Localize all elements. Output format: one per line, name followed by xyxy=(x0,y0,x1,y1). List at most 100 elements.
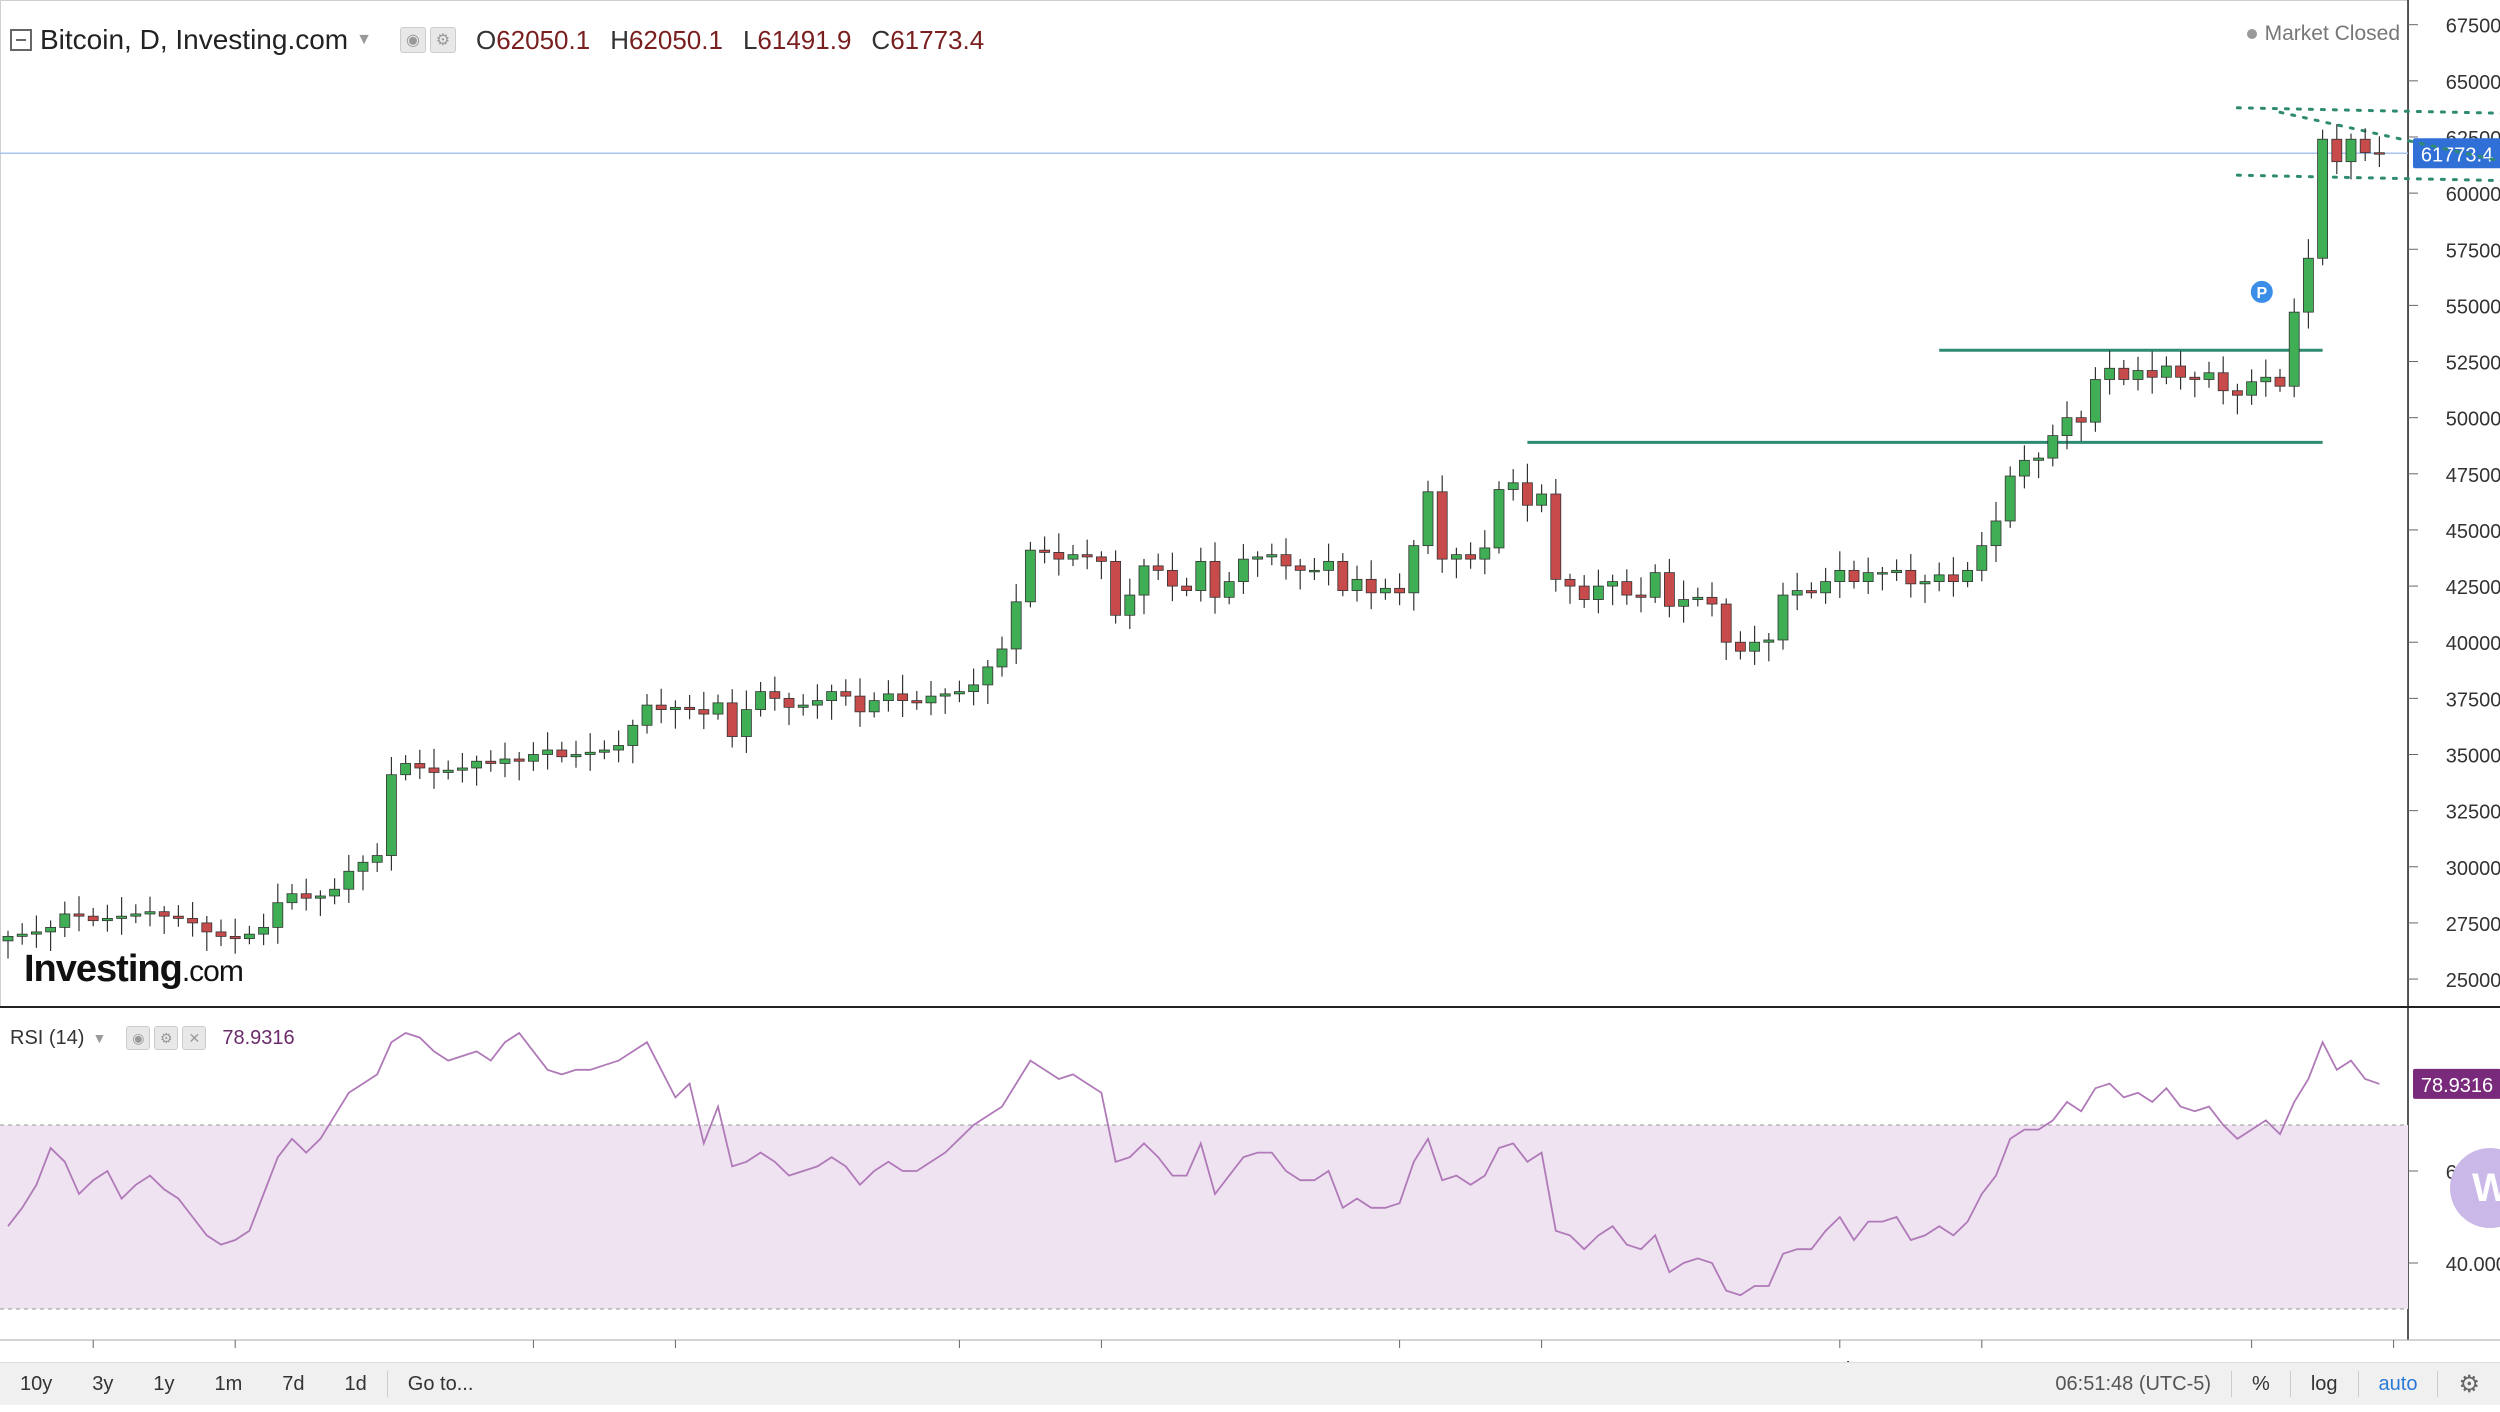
candle-body xyxy=(1621,581,1633,596)
range-3y-button[interactable]: 3y xyxy=(92,1372,114,1395)
candle-body xyxy=(1607,581,1618,587)
trendlines xyxy=(0,106,2500,444)
candle-body xyxy=(2302,257,2314,313)
candle-body xyxy=(627,724,639,746)
candle-body xyxy=(726,702,738,737)
candle-body xyxy=(2246,381,2258,396)
candle-body xyxy=(1209,560,1221,598)
eye-icon[interactable]: ◉ xyxy=(126,1026,151,1050)
candle-body xyxy=(897,693,908,702)
rsi-panel: 78.931660.000040.0000 xyxy=(0,1031,2500,1310)
candle-body xyxy=(570,754,582,758)
candle-body xyxy=(1479,547,1491,560)
chart-header: Bitcoin, D, Investing.com ▼ ◉ ⚙ O62050.1… xyxy=(10,18,984,62)
candle-body xyxy=(1351,578,1363,591)
candle-body xyxy=(499,758,511,764)
eye-icon[interactable]: ◉ xyxy=(399,27,426,53)
candle-body xyxy=(2288,311,2300,387)
close-icon[interactable]: ✕ xyxy=(182,1026,207,1050)
candle-body xyxy=(371,855,383,863)
ohlc-value: 61773.4 xyxy=(890,24,985,55)
goto-button[interactable]: Go to... xyxy=(407,1372,474,1395)
bottom-toolbar: 10y 3y 1y 1m 7d 1d Go to... 06:51:48 (UT… xyxy=(0,1362,2500,1405)
candle-body xyxy=(1167,569,1178,587)
chevron-down-icon[interactable]: ▼ xyxy=(356,31,372,48)
price-tick-label: 57500.0 xyxy=(2446,240,2500,262)
symbol-title[interactable]: Bitcoin, D, Investing.com xyxy=(40,24,349,55)
candle-body xyxy=(1919,581,1931,585)
candle-body xyxy=(1238,558,1249,582)
range-1y-button[interactable]: 1y xyxy=(153,1372,175,1395)
candle-body xyxy=(2331,138,2343,163)
range-1m-button[interactable]: 1m xyxy=(214,1372,243,1395)
rsi-tick-label: 40.0000 xyxy=(2446,1254,2500,1276)
candle-body xyxy=(2217,372,2229,392)
candle-body xyxy=(939,693,951,697)
candle-body xyxy=(2175,365,2187,378)
percent-toggle[interactable]: % xyxy=(2252,1372,2270,1395)
candle-body xyxy=(1678,599,1689,607)
candle-body xyxy=(755,691,766,710)
gear-icon[interactable]: ⚙ xyxy=(154,1026,179,1050)
ohlc-key: O xyxy=(475,24,497,55)
candle-body xyxy=(243,933,255,940)
candle-body xyxy=(783,697,795,708)
price-tick-label: 40000.0 xyxy=(2446,633,2500,655)
candle-body xyxy=(456,767,468,771)
candle-body xyxy=(2019,459,2030,477)
range-10y-button[interactable]: 10y xyxy=(20,1372,53,1395)
settings-gear-icon[interactable]: ⚙ xyxy=(2458,1370,2480,1398)
candle-body xyxy=(400,763,412,776)
clock-readout: 06:51:48 (UTC-5) xyxy=(2055,1372,2212,1395)
collapse-icon[interactable] xyxy=(10,29,32,51)
candle-body xyxy=(1791,590,1803,596)
grid-layer xyxy=(0,0,2500,1341)
candle-body xyxy=(1493,489,1505,549)
candle-body xyxy=(158,911,170,917)
candle-body xyxy=(102,918,113,922)
candle-body xyxy=(613,745,624,751)
candle-body xyxy=(1067,554,1079,560)
gear-icon[interactable]: ⚙ xyxy=(429,27,456,53)
candle-body xyxy=(59,913,71,928)
rsi-label[interactable]: RSI (14) xyxy=(10,1026,85,1049)
range-7d-button[interactable]: 7d xyxy=(282,1372,305,1395)
toolbar-divider xyxy=(2231,1371,2233,1397)
candle-body xyxy=(1138,565,1150,596)
watermark-logo: Investing.com xyxy=(24,948,244,991)
candle-body xyxy=(996,648,1008,668)
candle-body xyxy=(911,700,923,704)
market-status-label: Market Closed xyxy=(2264,22,2400,45)
candle-body xyxy=(641,704,653,726)
candle-body xyxy=(1124,594,1136,616)
ohlc-key: C xyxy=(871,24,891,55)
candle-body xyxy=(883,693,894,702)
dotted-trendline xyxy=(2235,173,2500,183)
candle-body xyxy=(1777,594,1789,641)
candle-body xyxy=(1635,594,1647,598)
range-1d-button[interactable]: 1d xyxy=(344,1372,367,1395)
price-tick-label: 67500.0 xyxy=(2446,16,2500,38)
candle-body xyxy=(1039,549,1050,553)
candle-body xyxy=(1110,560,1121,616)
candle-body xyxy=(1252,556,1263,560)
candle-body xyxy=(1948,574,1959,582)
candle-body xyxy=(1735,641,1746,652)
dotted-trendline xyxy=(2278,110,2500,163)
candle-body xyxy=(2075,417,2087,423)
candle-body xyxy=(2132,370,2144,380)
chevron-down-icon[interactable]: ▼ xyxy=(92,1030,107,1046)
candle-body xyxy=(1465,554,1476,560)
price-tick-label: 35000.0 xyxy=(2446,746,2500,768)
candle-body xyxy=(868,700,880,713)
candle-body xyxy=(201,922,213,933)
candle-body xyxy=(2345,138,2357,163)
candle-body xyxy=(442,769,454,773)
candle-body xyxy=(414,763,426,769)
candle-body xyxy=(16,933,28,937)
auto-toggle[interactable]: auto xyxy=(2378,1372,2418,1395)
log-toggle[interactable]: log xyxy=(2310,1372,2338,1395)
candle-body xyxy=(1763,639,1775,643)
candle-body xyxy=(2189,376,2201,380)
